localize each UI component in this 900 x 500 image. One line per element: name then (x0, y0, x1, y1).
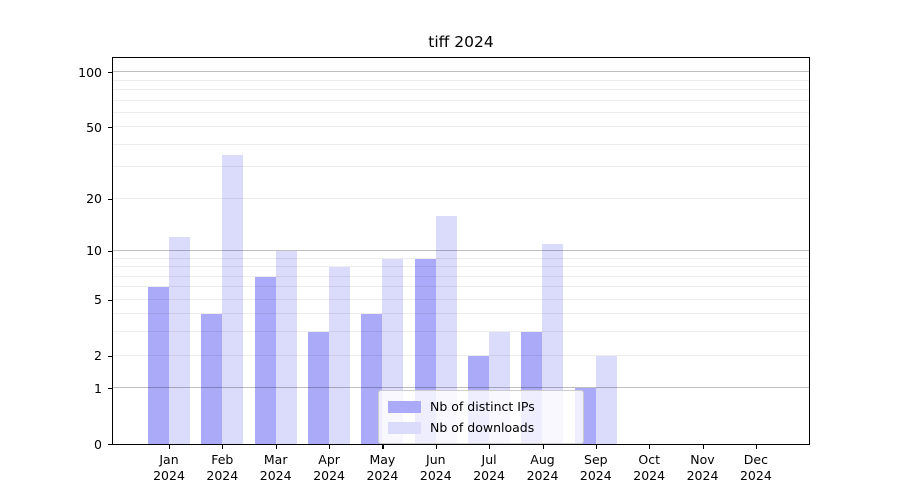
bar-downloads-jan (169, 237, 190, 444)
x-tick-label-mar: Mar 2024 (259, 452, 292, 483)
gridline-y-6 (113, 286, 809, 288)
x-tick-label-sep: Sep 2024 (579, 452, 612, 483)
gridline-y-50 (113, 126, 809, 128)
y-tick-label-100: 100 (78, 64, 102, 80)
bar-downloads-jun (435, 215, 457, 444)
y-tick-label-20: 20 (86, 191, 102, 207)
x-tick-mark-sep (595, 445, 597, 449)
gridline-y-20 (113, 197, 809, 199)
bar-distinct-ips-mar (254, 276, 276, 444)
x-tick-label-apr: Apr 2024 (313, 452, 345, 483)
y-tick-mark-100 (108, 72, 112, 74)
legend-label-distinct-ips: Nb of distinct IPs (430, 399, 535, 414)
bar-distinct-ips-apr (308, 332, 330, 444)
bar-distinct-ips-jan (148, 287, 169, 444)
x-tick-mark-jun (435, 445, 437, 449)
gridline-y-10 (113, 249, 809, 251)
bar-distinct-ips-may (361, 314, 383, 444)
gridline-y-70 (113, 99, 809, 101)
x-tick-mark-may (382, 445, 384, 449)
x-tick-label-jul: Jul 2024 (473, 452, 505, 483)
gridline-y-8 (113, 266, 809, 267)
y-tick-mark-2 (108, 355, 112, 357)
x-tick-label-feb: Feb 2024 (206, 452, 239, 483)
gridline-y-2 (113, 354, 809, 356)
x-tick-mark-apr (329, 445, 331, 449)
y-tick-mark-0 (108, 444, 112, 446)
y-tick-label-50: 50 (86, 119, 102, 135)
y-tick-label-10: 10 (86, 243, 102, 259)
gridline-y-3 (113, 331, 809, 333)
x-tick-label-oct: Oct 2024 (633, 452, 666, 483)
gridline-y-60 (113, 111, 809, 113)
x-tick-label-may: May 2024 (366, 452, 399, 483)
bar-downloads-mar (275, 250, 297, 444)
gridline-y-7 (113, 275, 809, 277)
gridline-y-1 (113, 387, 809, 389)
x-tick-label-dec: Dec 2024 (739, 452, 772, 483)
x-tick-mark-mar (275, 445, 277, 449)
gridline-y-5 (113, 298, 809, 300)
y-tick-mark-1 (108, 388, 112, 390)
y-tick-label-2: 2 (94, 348, 102, 363)
x-tick-mark-oct (649, 445, 651, 449)
legend-item-distinct-ips: Nb of distinct IPs (388, 396, 574, 417)
x-tick-mark-jan (169, 445, 171, 449)
y-tick-mark-20 (108, 198, 112, 200)
x-tick-label-aug: Aug 2024 (526, 452, 559, 483)
x-tick-label-nov: Nov 2024 (686, 452, 719, 483)
x-tick-mark-jul (489, 445, 491, 449)
y-tick-label-5: 5 (94, 292, 102, 308)
gridline-y-100 (113, 71, 809, 73)
x-tick-label-jun: Jun 2024 (419, 452, 452, 483)
gridline-y-80 (113, 89, 809, 90)
bar-distinct-ips-feb (201, 314, 223, 444)
chart-title: tiff 2024 (428, 33, 494, 51)
legend-swatch-distinct-ips (388, 400, 421, 413)
legend-swatch-downloads (388, 421, 421, 434)
x-tick-mark-feb (222, 445, 224, 449)
gridline-y-90 (113, 79, 809, 81)
y-tick-mark-50 (108, 127, 112, 129)
y-tick-mark-5 (108, 299, 112, 301)
gridline-y-30 (113, 166, 809, 168)
gridline-y-40 (113, 143, 809, 145)
y-tick-label-1: 1 (94, 380, 102, 396)
x-tick-mark-aug (542, 445, 544, 449)
gridline-y-9 (113, 257, 809, 259)
plot-area: Nb of distinct IPs Nb of downloads (112, 57, 810, 445)
legend: Nb of distinct IPs Nb of downloads (378, 390, 584, 444)
x-tick-mark-dec (755, 445, 758, 449)
x-tick-mark-nov (702, 445, 704, 449)
x-tick-label-jan: Jan 2024 (153, 452, 185, 483)
bar-downloads-sep (595, 355, 617, 444)
bar-downloads-apr (329, 267, 351, 444)
bar-downloads-feb (222, 155, 244, 444)
gridline-y-4 (113, 313, 809, 315)
legend-label-downloads: Nb of downloads (430, 420, 535, 435)
y-tick-label-0: 0 (94, 436, 102, 452)
y-tick-mark-10 (108, 250, 112, 252)
legend-item-downloads: Nb of downloads (388, 417, 574, 438)
